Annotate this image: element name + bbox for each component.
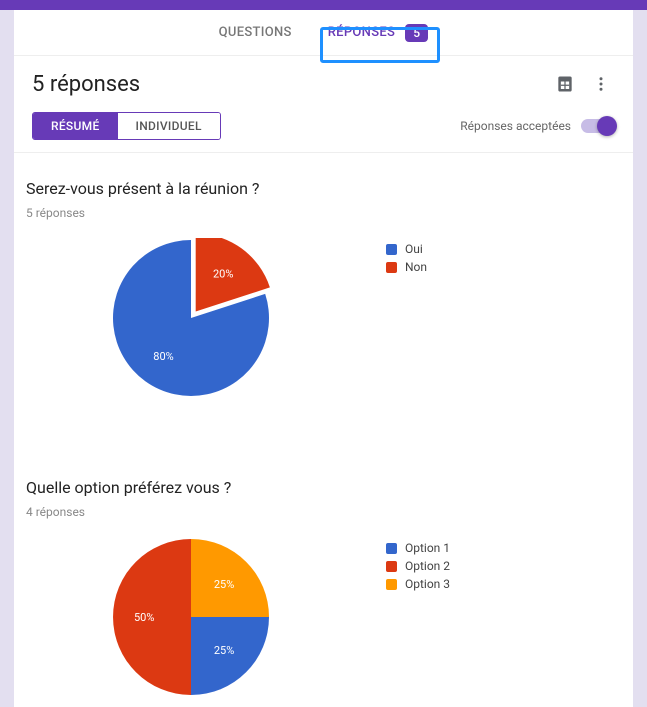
pie-chart: 25% 25% 50% (26, 537, 386, 707)
tab-questions-label: QUESTIONS (219, 25, 292, 40)
view-summary-label: RÉSUMÉ (51, 119, 100, 133)
chart-row: 20% 80% Oui Non (26, 238, 621, 408)
form-card: QUESTIONS RÉPONSES 5 5 réponses RÉSUMÉ I… (14, 10, 633, 707)
legend-swatch (386, 579, 397, 590)
pie-slice-label: 25% (214, 644, 234, 657)
pie-slice-label: 25% (214, 578, 234, 591)
responses-title: 5 réponses (32, 72, 551, 97)
question-response-count: 5 réponses (26, 206, 621, 220)
view-segmented: RÉSUMÉ INDIVIDUEL (32, 112, 221, 140)
legend-label: Option 3 (405, 577, 450, 591)
more-menu-icon[interactable] (587, 70, 615, 98)
main-tabs: QUESTIONS RÉPONSES 5 (14, 10, 633, 56)
legend-swatch (386, 244, 397, 255)
legend-item: Oui (386, 242, 427, 256)
question-title: Serez-vous présent à la réunion ? (26, 179, 621, 198)
pie-slice-label: 20% (213, 268, 233, 281)
responses-count-badge: 5 (405, 24, 428, 42)
view-controls: RÉSUMÉ INDIVIDUEL Réponses acceptées (14, 104, 633, 153)
question-block: Quelle option préférez vous ? 4 réponses 2… (26, 478, 621, 707)
legend-item: Option 3 (386, 577, 450, 591)
question-block: Serez-vous présent à la réunion ? 5 répon… (26, 179, 621, 408)
accepting-toggle[interactable] (581, 119, 615, 133)
app-topbar (0, 0, 647, 10)
pie-slice-label: 80% (153, 350, 173, 363)
chart-legend: Option 1 Option 2 Option 3 (386, 537, 450, 707)
legend-item: Non (386, 260, 427, 274)
pie-chart: 20% 80% (26, 238, 386, 408)
question-title: Quelle option préférez vous ? (26, 478, 621, 497)
legend-item: Option 2 (386, 559, 450, 573)
tab-responses[interactable]: RÉPONSES 5 (310, 10, 447, 55)
question-response-count: 4 réponses (26, 505, 621, 519)
tab-questions[interactable]: QUESTIONS (201, 10, 310, 55)
view-individual-button[interactable]: INDIVIDUEL (118, 113, 220, 139)
pie-slice-label: 50% (134, 611, 154, 624)
tab-responses-label: RÉPONSES (328, 25, 396, 40)
view-summary-button[interactable]: RÉSUMÉ (33, 113, 118, 139)
legend-label: Oui (405, 242, 423, 256)
legend-item: Option 1 (386, 541, 450, 555)
legend-swatch (386, 561, 397, 572)
legend-label: Option 2 (405, 559, 450, 573)
chart-legend: Oui Non (386, 238, 427, 408)
legend-swatch (386, 262, 397, 273)
chart-row: 25% 25% 50% Option 1 Option 2 Option 3 (26, 537, 621, 707)
responses-header: 5 réponses (14, 56, 633, 104)
legend-label: Non (405, 260, 427, 274)
accepting-label: Réponses acceptées (460, 119, 571, 133)
sheets-icon[interactable] (551, 70, 579, 98)
legend-label: Option 1 (405, 541, 450, 555)
responses-content: Serez-vous présent à la réunion ? 5 répon… (14, 153, 633, 707)
view-individual-label: INDIVIDUEL (136, 119, 202, 133)
legend-swatch (386, 543, 397, 554)
